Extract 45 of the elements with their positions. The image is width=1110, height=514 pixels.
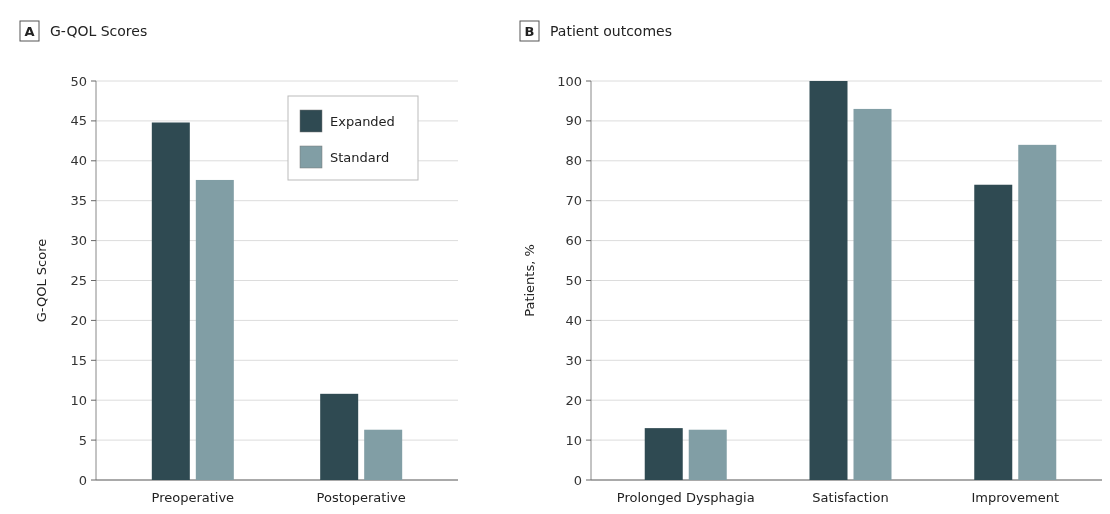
x-tick-label: Improvement (971, 490, 1059, 505)
x-tick-label: Postoperative (316, 490, 406, 505)
y-tick-label: 90 (565, 113, 582, 129)
chart-title: G-QOL Scores (50, 23, 148, 39)
y-tick-label: 0 (78, 472, 87, 488)
y-tick-label: 35 (70, 193, 87, 209)
y-tick-label: 60 (565, 233, 582, 249)
y-tick-label: 5 (78, 432, 87, 448)
legend-label: Standard (330, 149, 390, 165)
y-tick-label: 20 (70, 312, 87, 328)
text: B (524, 24, 535, 39)
y-tick-label: 50 (565, 273, 582, 289)
bar (195, 179, 234, 480)
bar (688, 429, 727, 480)
y-tick-label: 50 (70, 73, 87, 89)
x-tick-label: Preoperative (151, 490, 235, 505)
bar (644, 428, 683, 480)
y-tick-label: 0 (573, 472, 582, 488)
y-tick-label: 25 (70, 273, 87, 289)
y-tick-label: 10 (70, 392, 87, 408)
y-tick-label: 80 (565, 153, 582, 169)
bar (853, 108, 892, 480)
y-axis-title: G-QOL Score (34, 238, 49, 323)
y-tick-label: 40 (70, 153, 87, 169)
x-tick-label: Satisfaction (812, 490, 889, 505)
text: A (24, 24, 35, 39)
bar (974, 184, 1013, 480)
bar (320, 393, 359, 480)
y-tick-label: 30 (565, 352, 582, 368)
bar (1018, 144, 1057, 480)
y-axis-title: Patients, % (522, 244, 537, 317)
y-tick-label: 15 (70, 352, 87, 368)
y-tick-label: 30 (70, 233, 87, 249)
y-tick-label: 40 (565, 312, 582, 328)
y-tick-label: 100 (557, 73, 582, 89)
y-tick-label: 45 (70, 113, 87, 129)
y-tick-label: 70 (565, 193, 582, 209)
bar (151, 122, 190, 480)
chart-title: Patient outcomes (550, 23, 672, 39)
bar (364, 429, 403, 480)
y-tick-label: 10 (565, 432, 582, 448)
y-tick-label: 20 (565, 392, 582, 408)
x-tick-label: Prolonged Dysphagia (616, 490, 755, 505)
legend-label: Expanded (330, 113, 395, 129)
bar (809, 81, 848, 480)
